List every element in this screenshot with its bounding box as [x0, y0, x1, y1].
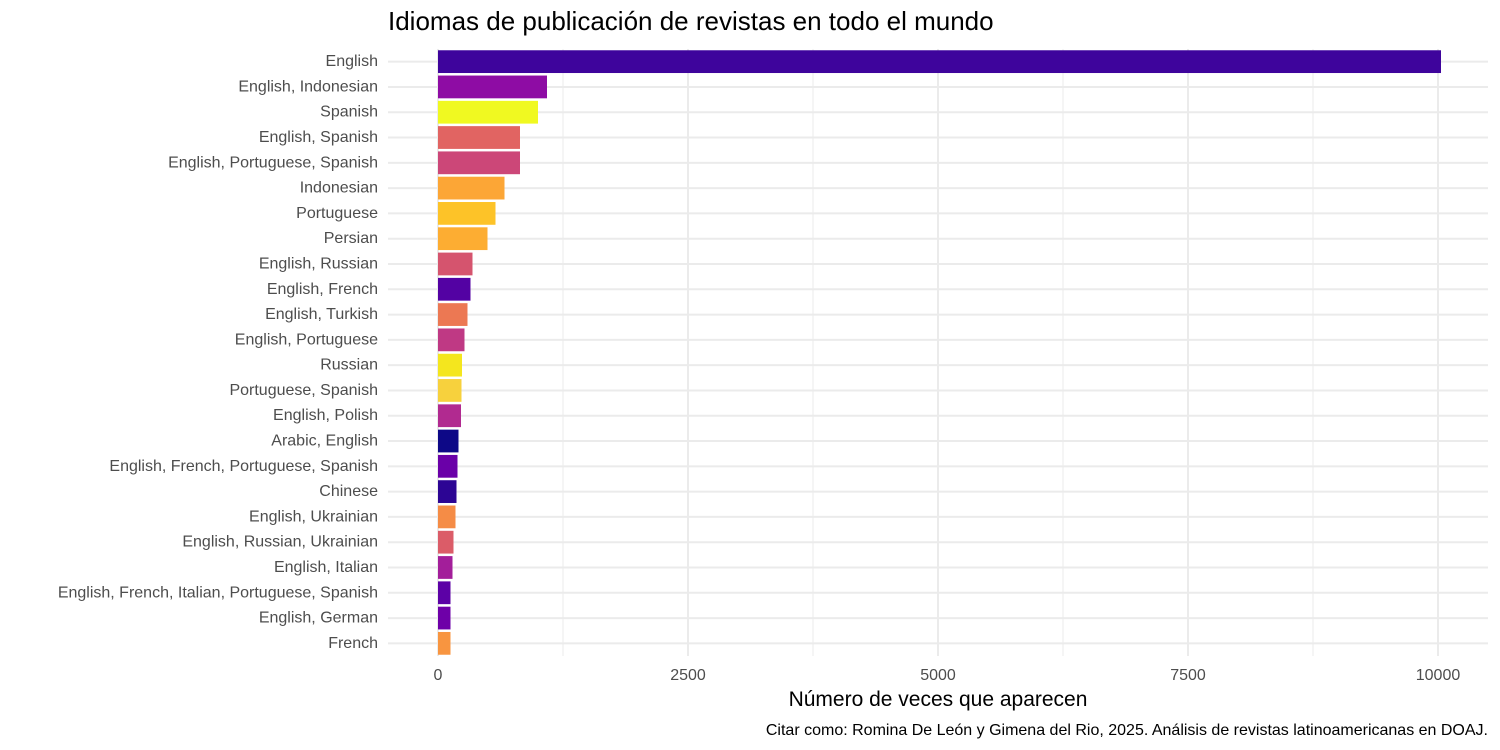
x-axis-title: Número de veces que aparecen — [789, 688, 1088, 711]
y-tick-label: English, Spanish — [259, 129, 378, 146]
y-tick-label: Indonesian — [300, 180, 378, 197]
bars — [438, 50, 1441, 655]
x-tick-label: 5000 — [920, 667, 956, 684]
y-tick-label: French — [328, 635, 378, 652]
x-tick-label: 2500 — [670, 667, 706, 684]
bar — [438, 202, 496, 225]
x-axis-tick-labels: 0 2500 5000 7500 10000 — [434, 667, 1461, 684]
y-tick-label: English, Portuguese, Spanish — [168, 154, 378, 171]
bar — [438, 505, 456, 529]
y-tick-label: English, Russian, Ukrainian — [182, 534, 378, 551]
bar — [438, 480, 457, 503]
y-tick-label: English, Ukrainian — [249, 508, 378, 525]
bar — [438, 353, 462, 377]
y-tick-label: Arabic, English — [271, 433, 378, 450]
bar — [438, 252, 473, 276]
bar — [438, 581, 451, 605]
bar — [438, 277, 471, 301]
x-tick-label: 10000 — [1416, 667, 1461, 684]
y-tick-label: English, French, Portuguese, Spanish — [109, 458, 378, 475]
x-tick-label: 7500 — [1170, 667, 1206, 684]
bar — [438, 328, 465, 352]
bar — [438, 126, 520, 149]
y-tick-label: English — [326, 53, 378, 70]
x-tick-label: 0 — [434, 667, 443, 684]
y-tick-label: Persian — [324, 230, 378, 247]
bar — [438, 227, 488, 251]
grid-lines — [388, 49, 1488, 656]
bar — [438, 151, 520, 175]
bar — [438, 631, 451, 655]
y-tick-label: English, Italian — [274, 559, 378, 576]
bar — [438, 530, 454, 554]
bar — [438, 404, 461, 428]
y-tick-label: Portuguese, Spanish — [229, 382, 378, 399]
y-tick-label: English, Russian — [259, 255, 378, 272]
y-tick-label: Portuguese — [296, 205, 378, 222]
bar — [438, 556, 453, 579]
bar — [438, 303, 468, 326]
bar — [438, 75, 547, 99]
y-tick-label: English, Turkish — [265, 306, 378, 323]
bar — [438, 454, 458, 478]
bar — [438, 379, 462, 402]
y-tick-label: Spanish — [320, 104, 378, 121]
y-tick-label: English, Polish — [273, 407, 378, 424]
y-tick-label: English, French — [267, 281, 378, 298]
y-tick-label: English, German — [259, 610, 378, 627]
bar — [438, 176, 505, 200]
y-tick-label: Russian — [320, 357, 378, 374]
y-tick-label: English, French, Italian, Portuguese, Sp… — [58, 584, 378, 601]
chart-title: Idiomas de publicación de revistas en to… — [388, 6, 994, 36]
y-tick-label: English, Portuguese — [235, 331, 378, 348]
bar — [438, 429, 459, 453]
y-axis-tick-labels: English English, Indonesian Spanish English… — [58, 53, 378, 652]
chart-caption: Citar como: Romina De León y Gimena del … — [766, 722, 1488, 739]
bar — [438, 50, 1441, 74]
y-tick-label: English, Indonesian — [238, 78, 378, 95]
bar — [438, 100, 538, 124]
y-tick-label: Chinese — [319, 483, 378, 500]
bar — [438, 606, 451, 630]
